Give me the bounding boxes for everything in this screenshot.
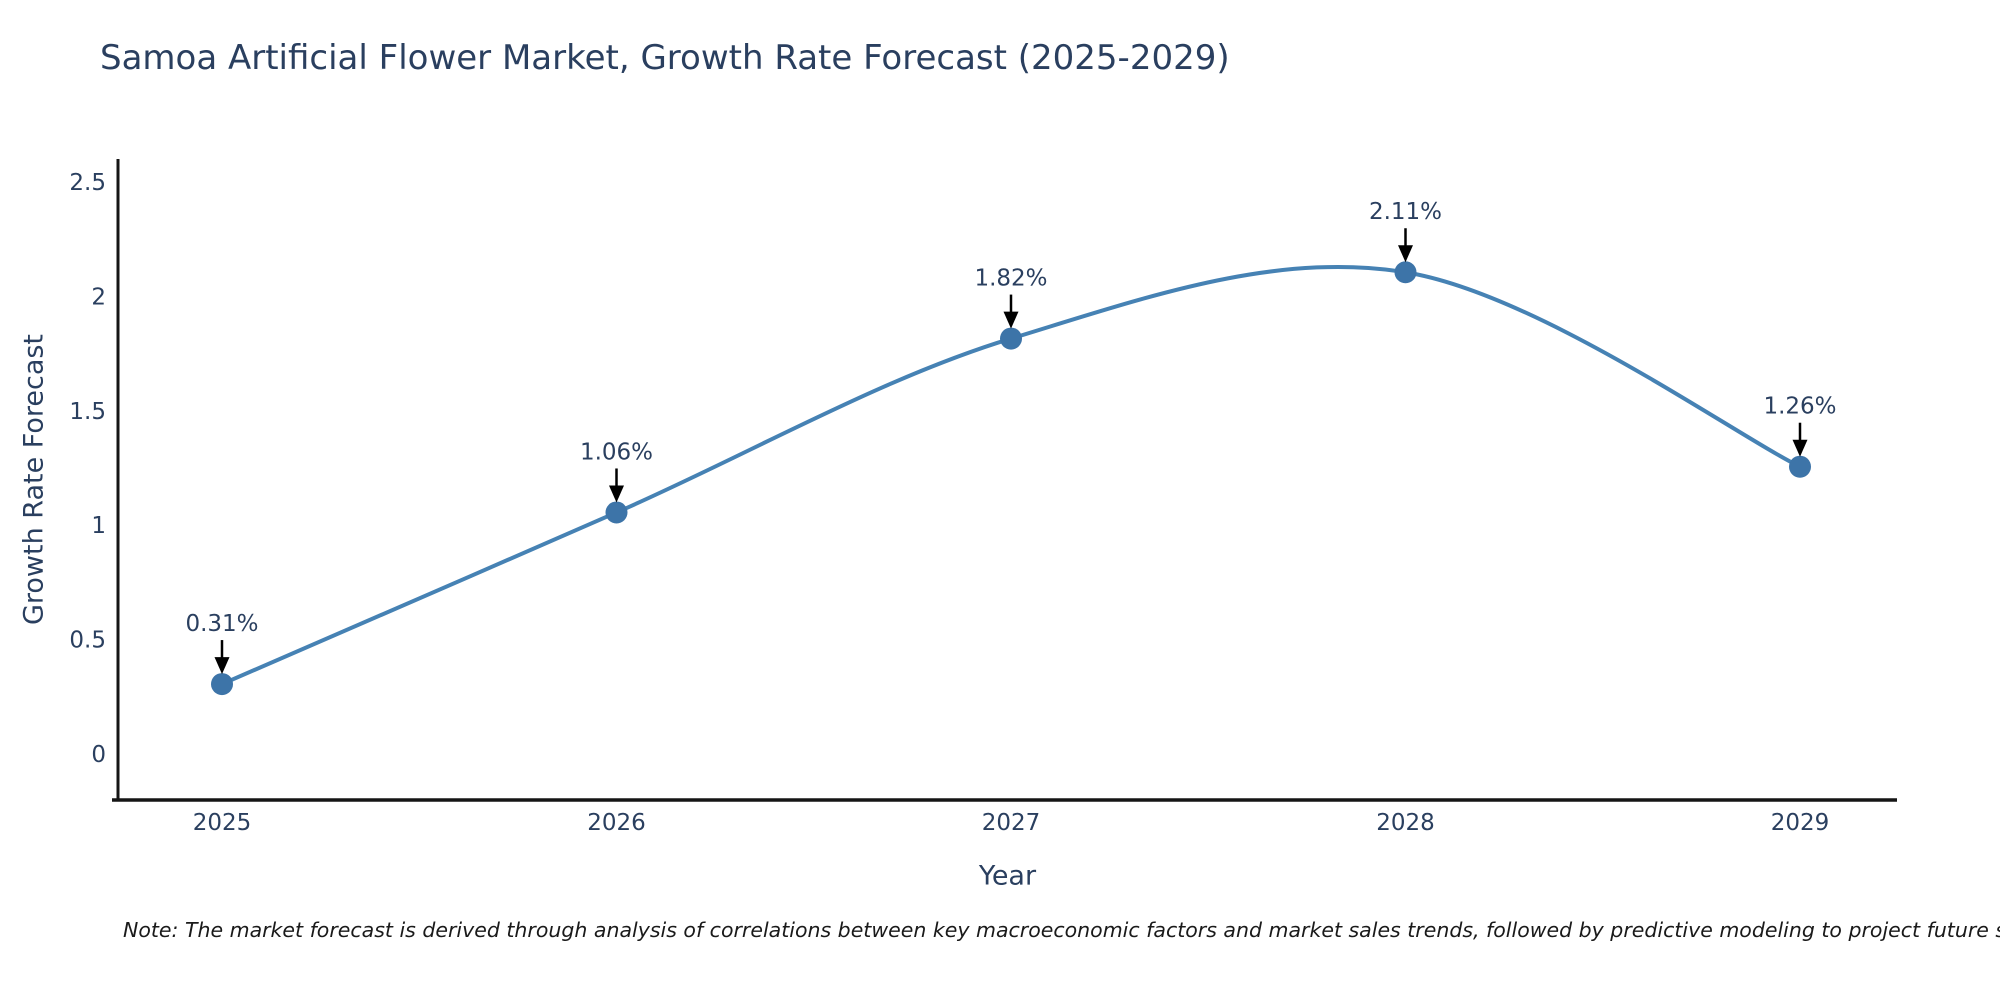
note-text: Note: The market forecast is derived thr… — [123, 918, 2000, 942]
point-value-label: 1.26% — [1763, 394, 1836, 420]
x-tick-label: 2026 — [587, 810, 646, 836]
x-axis-title: Year — [978, 861, 1037, 892]
axes — [112, 159, 1897, 802]
annotation-2028: 2.11% — [1369, 199, 1442, 263]
annotation-arrowhead — [1003, 311, 1019, 329]
annotation-arrowhead — [1398, 245, 1413, 263]
y-tick-label: 1 — [91, 513, 106, 539]
data-point-2025[interactable] — [211, 673, 233, 696]
point-value-label: 0.31% — [185, 611, 258, 637]
x-tick-label: 2025 — [193, 810, 252, 836]
annotation-arrowhead — [214, 657, 230, 675]
x-tick-label: 2028 — [1376, 810, 1435, 836]
data-point-2029[interactable] — [1789, 455, 1811, 478]
point-value-label: 2.11% — [1369, 199, 1442, 225]
axis-labels: 0 0.5 1 1.5 2 2.5 2025 2026 2027 2028 2029 Year Grow… — [19, 170, 1830, 892]
data-point-2026[interactable] — [605, 501, 628, 524]
chart-title: Samoa Artificial Flower Market, Growth R… — [100, 38, 1230, 78]
y-axis-title: Growth Rate Forecast — [19, 334, 50, 625]
point-value-label: 1.82% — [974, 266, 1047, 292]
y-tick-label: 0 — [91, 742, 106, 768]
line-series — [211, 261, 1811, 696]
annotation-arrowhead — [1792, 439, 1808, 457]
annotation-arrowhead — [609, 485, 624, 503]
x-tick-label: 2029 — [1771, 810, 1830, 836]
y-tick-label: 2 — [91, 284, 106, 310]
annotation-2029: 1.26% — [1763, 394, 1837, 457]
annotation-2027: 1.82% — [974, 266, 1048, 329]
data-point-2028[interactable] — [1394, 261, 1417, 284]
point-value-label: 1.06% — [580, 439, 653, 465]
data-point-2027[interactable] — [1000, 327, 1022, 350]
y-tick-label: 0.5 — [69, 628, 106, 654]
point-annotations: 0.31% 1.06% 1.82% 2.11% 1.26% — [185, 199, 1837, 675]
y-tick-label: 2.5 — [69, 170, 106, 196]
x-tick-label: 2027 — [982, 810, 1041, 836]
y-tick-label: 1.5 — [69, 399, 106, 425]
annotation-2025: 0.31% — [185, 611, 259, 675]
annotation-2026: 1.06% — [580, 439, 653, 503]
